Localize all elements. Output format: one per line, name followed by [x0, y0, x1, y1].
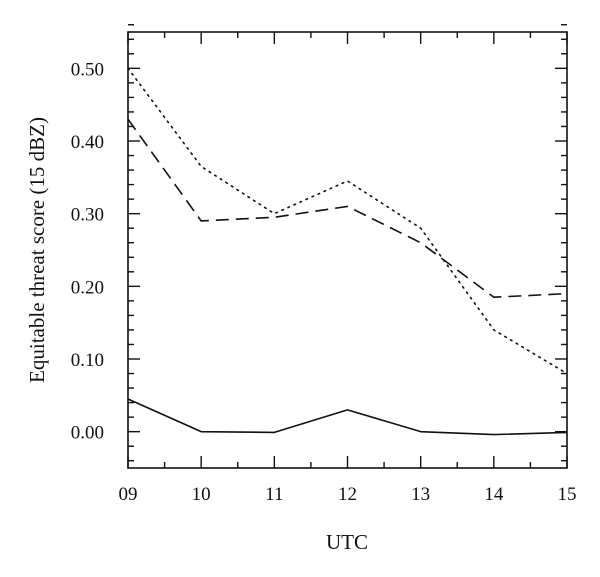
x-tick-label: 12 [338, 484, 357, 505]
x-tick-label: 09 [119, 484, 138, 505]
series-line-solid [127, 398, 568, 436]
series-lines [127, 67, 568, 436]
x-tick-label: 13 [411, 484, 430, 505]
series-line-dotted [127, 67, 568, 375]
x-axis-title: UTC [326, 530, 368, 554]
axis-ticks [127, 24, 568, 468]
x-tick-label: 15 [558, 484, 577, 505]
y-axis-title: Equitable threat score (15 dBZ) [25, 117, 49, 383]
y-tick-labels: 0.00 0.10 0.20 0.30 0.40 0.50 [71, 59, 104, 443]
x-tick-labels: 09 10 11 12 13 14 15 [119, 484, 577, 505]
y-tick-label: 0.40 [71, 132, 104, 153]
y-tick-label: 0.10 [71, 350, 104, 371]
x-tick-label: 14 [484, 484, 504, 505]
series-line-dashed [127, 118, 568, 299]
y-tick-label: 0.50 [71, 59, 104, 80]
x-tick-label: 11 [265, 484, 283, 505]
y-tick-label: 0.20 [71, 277, 104, 298]
y-tick-label: 0.00 [71, 423, 104, 444]
y-tick-label: 0.30 [71, 205, 104, 226]
plot-frame [127, 31, 568, 469]
x-tick-label: 10 [192, 484, 211, 505]
